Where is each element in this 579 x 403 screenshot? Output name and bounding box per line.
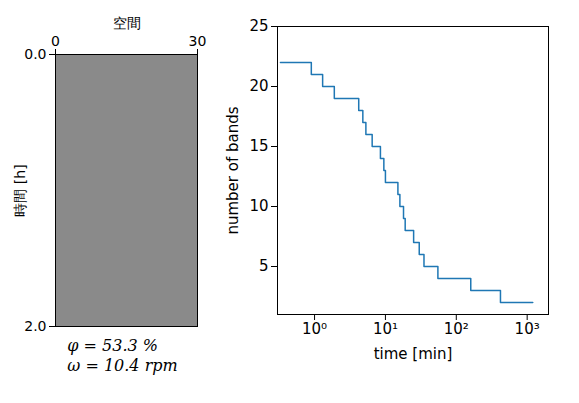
svg-text:15: 15 xyxy=(249,137,268,155)
svg-text:空間: 空間 xyxy=(113,15,141,31)
html-text:φ = 53.3 %: φ = 53.3 % xyxy=(67,336,158,355)
svg-text:10⁰: 10⁰ xyxy=(302,320,327,338)
svg-text:0: 0 xyxy=(51,33,60,49)
svg-text:時間 [h]: 時間 [h] xyxy=(12,164,28,216)
svg-text:2.0: 2.0 xyxy=(24,318,46,334)
svg-text:25: 25 xyxy=(249,17,268,35)
svg-text:20: 20 xyxy=(249,77,268,95)
html-text:ω = 10.4 rpm: ω = 10.4 rpm xyxy=(67,356,178,375)
svg-text:10¹: 10¹ xyxy=(373,320,398,338)
svg-text:30: 30 xyxy=(189,33,207,49)
svg-text:10: 10 xyxy=(249,197,268,215)
svg-text:0.0: 0.0 xyxy=(24,46,46,62)
svg-text:10²: 10² xyxy=(444,320,469,338)
svg-text:10³: 10³ xyxy=(515,320,540,338)
svg-text:5: 5 xyxy=(259,257,269,275)
svg-text:time [min]: time [min] xyxy=(374,345,453,363)
svg-text:number of bands: number of bands xyxy=(224,106,242,234)
